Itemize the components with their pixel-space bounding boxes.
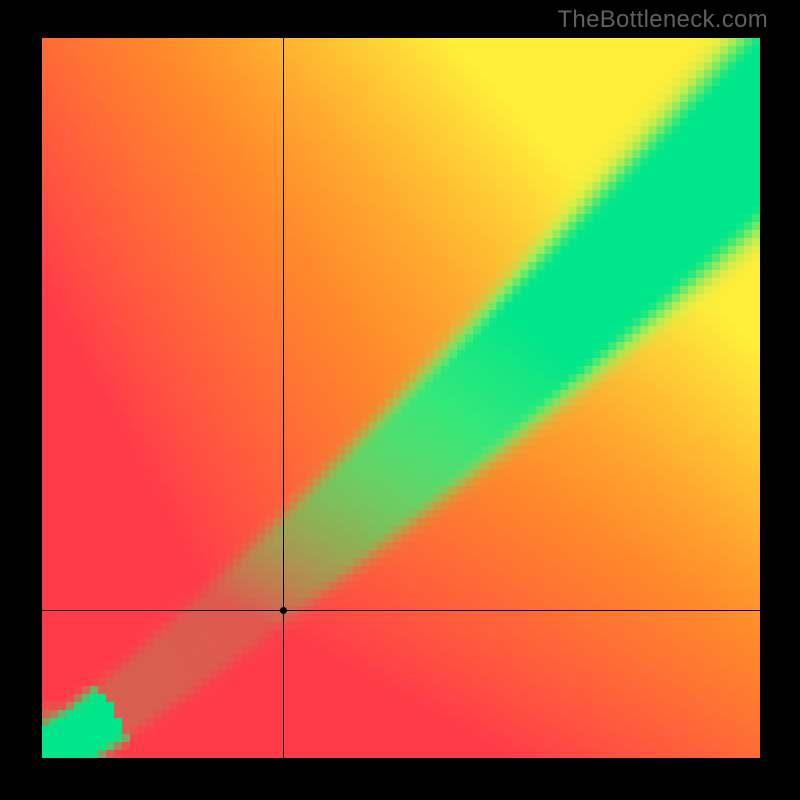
watermark-text: TheBottleneck.com <box>557 6 768 34</box>
crosshair-horizontal <box>42 610 760 611</box>
crosshair-point <box>280 607 287 614</box>
bottleneck-heatmap <box>42 38 760 758</box>
crosshair-vertical <box>283 38 284 758</box>
chart-container: TheBottleneck.com <box>0 0 800 800</box>
